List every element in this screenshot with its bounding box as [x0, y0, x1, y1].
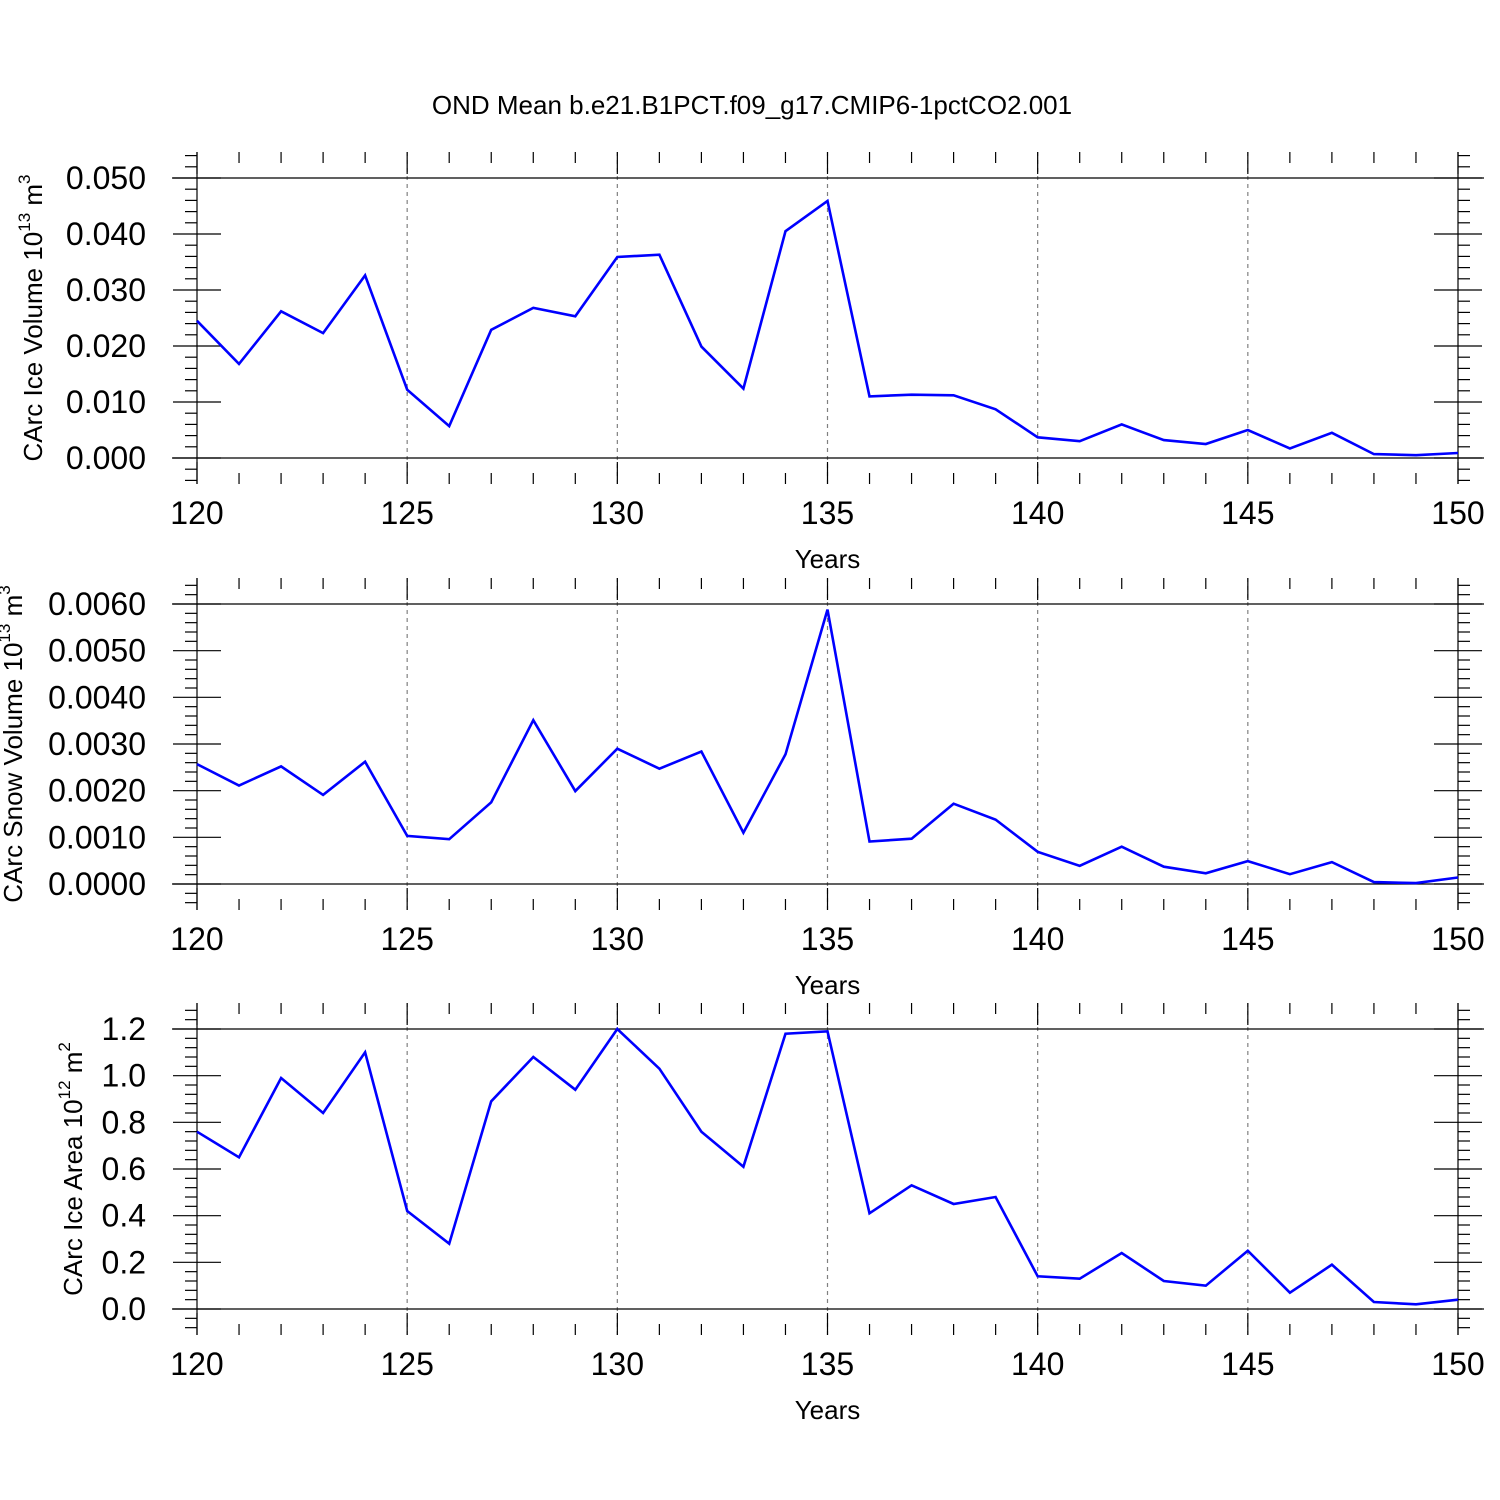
y-axis-title-part: m	[58, 1052, 88, 1081]
x-tick-label: 130	[591, 1346, 644, 1382]
x-tick-label: 120	[170, 1346, 223, 1382]
y-tick-label: 0.0	[102, 1291, 146, 1327]
x-axis-title: Years	[795, 1395, 861, 1425]
y-tick-label: 0.0010	[48, 819, 146, 855]
y-tick-label: 0.4	[102, 1198, 146, 1234]
y-tick-label: 0.0050	[48, 633, 146, 669]
y-tick-label: 0.0060	[48, 586, 146, 622]
x-axis-title: Years	[795, 970, 861, 1000]
panels: 0.000 0.010 0.020 0.030 0.040 0.050 120 125 130 1…	[0, 152, 1485, 1425]
y-axis-title-superscript: 2	[55, 1042, 74, 1051]
series-line	[196, 198, 1459, 457]
y-tick-label: 1.0	[102, 1058, 146, 1094]
x-axis-title: Years	[795, 544, 861, 574]
x-tick-label: 140	[1011, 495, 1064, 531]
y-tick-label: 0.8	[102, 1104, 146, 1140]
y-axis-title-part: CArc Ice Area 10	[58, 1099, 88, 1296]
x-tick-label: 120	[170, 495, 223, 531]
x-tick-label: 125	[380, 921, 433, 957]
y-axis-title: CArc Ice Volume 1013 m3	[15, 174, 48, 461]
y-tick-label: 0.030	[66, 272, 146, 308]
panel-3: 0.0 0.2 0.4 0.6 0.8 1.0 1.2 120 125 130 135 140 145 1…	[55, 1003, 1485, 1425]
x-tick-label: 145	[1221, 495, 1274, 531]
x-tick-label: 140	[1011, 921, 1064, 957]
y-tick-label: 0.0020	[48, 773, 146, 809]
y-tick-label: 0.050	[66, 160, 146, 196]
y-axis-title-superscript: 13	[15, 213, 34, 232]
panel-1: 0.000 0.010 0.020 0.030 0.040 0.050 120 125 130 1…	[15, 152, 1485, 574]
y-tick-label: 1.2	[102, 1011, 146, 1047]
x-tick-label: 130	[591, 921, 644, 957]
chart-title: OND Mean b.e21.B1PCT.f09_g17.CMIP6-1pctC…	[432, 90, 1072, 120]
y-tick-label: 0.6	[102, 1151, 146, 1187]
y-axis-title-superscript: 3	[15, 174, 34, 183]
x-tick-label: 150	[1431, 921, 1484, 957]
series-line	[196, 1027, 1459, 1306]
y-axis-title-part: m	[18, 184, 48, 213]
y-axis-title-part: m	[0, 595, 28, 624]
x-tick-label: 125	[380, 495, 433, 531]
x-tick-label: 145	[1221, 1346, 1274, 1382]
x-tick-label: 135	[801, 921, 854, 957]
y-axis-title-superscript: 12	[55, 1080, 74, 1099]
x-tick-label: 120	[170, 921, 223, 957]
y-axis-title-part: CArc Ice Volume 10	[18, 232, 48, 462]
x-tick-label: 130	[591, 495, 644, 531]
y-axis-title-superscript: 13	[0, 624, 14, 643]
x-tick-label: 125	[380, 1346, 433, 1382]
x-tick-label: 145	[1221, 921, 1274, 957]
series-line	[196, 609, 1459, 885]
panel-2: 0.0000 0.0010 0.0020 0.0030 0.0040 0.0050 0.00…	[0, 578, 1485, 1000]
y-tick-label: 0.0040	[48, 679, 146, 715]
x-tick-label: 135	[801, 1346, 854, 1382]
x-tick-label: 150	[1431, 1346, 1484, 1382]
y-axis-title-superscript: 3	[0, 585, 14, 594]
y-tick-label: 0.2	[102, 1244, 146, 1280]
y-tick-label: 0.0030	[48, 726, 146, 762]
x-tick-label: 135	[801, 495, 854, 531]
y-tick-label: 0.0000	[48, 866, 146, 902]
y-axis-title-part: CArc Snow Volume 10	[0, 643, 28, 903]
y-tick-label: 0.000	[66, 440, 146, 476]
y-axis-title: CArc Ice Area 1012 m2	[55, 1042, 88, 1296]
y-tick-label: 0.010	[66, 384, 146, 420]
y-axis-title: CArc Snow Volume 1013 m3	[0, 585, 28, 902]
x-tick-label: 150	[1431, 495, 1484, 531]
x-tick-label: 140	[1011, 1346, 1064, 1382]
y-tick-label: 0.040	[66, 216, 146, 252]
y-tick-label: 0.020	[66, 328, 146, 364]
